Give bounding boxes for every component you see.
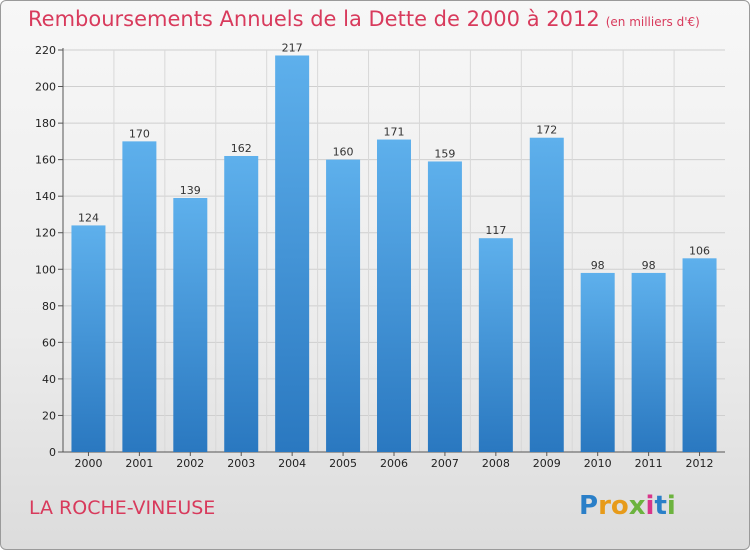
y-tick-label: 120	[35, 227, 56, 240]
y-tick-label: 20	[42, 409, 56, 422]
x-tick-label: 2012	[686, 457, 714, 470]
y-tick-label: 160	[35, 154, 56, 167]
labels: 0 20 40 60 80 100 120 140 160 180 200 220 2000 124 200…	[35, 41, 714, 470]
x-tick-label: 2004	[278, 457, 306, 470]
data-label: 162	[231, 142, 252, 155]
x-tick-label: 2006	[380, 457, 408, 470]
data-label: 172	[536, 124, 557, 137]
bar	[122, 141, 157, 452]
bars	[71, 55, 717, 453]
x-tick-label: 2010	[584, 457, 612, 470]
chart-title-text: Remboursements Annuels de la Dette de 20…	[28, 7, 600, 31]
x-tick-label: 2000	[74, 457, 102, 470]
data-label: 160	[333, 146, 354, 159]
proxiti-logo: Proxiti	[579, 491, 676, 521]
bar	[275, 55, 310, 453]
y-tick-label: 80	[42, 300, 56, 313]
data-label: 124	[78, 211, 99, 224]
data-label: 98	[591, 259, 605, 272]
bar	[631, 272, 666, 452]
x-tick-label: 2003	[227, 457, 255, 470]
y-tick-label: 0	[49, 446, 56, 459]
data-label: 170	[129, 127, 150, 140]
y-tick-label: 180	[35, 117, 56, 130]
bar	[326, 159, 361, 453]
y-tick-label: 140	[35, 190, 56, 203]
x-tick-label: 2001	[125, 457, 153, 470]
data-label: 171	[384, 126, 405, 139]
data-label: 117	[485, 224, 506, 237]
bar	[580, 272, 615, 452]
bar	[71, 225, 106, 452]
x-tick-label: 2009	[533, 457, 561, 470]
x-tick-label: 2008	[482, 457, 510, 470]
y-tick-label: 40	[42, 373, 56, 386]
data-label: 139	[180, 184, 201, 197]
data-label: 98	[642, 259, 656, 272]
x-tick-label: 2005	[329, 457, 357, 470]
x-tick-label: 2011	[635, 457, 663, 470]
y-tick-label: 60	[42, 336, 56, 349]
bar	[427, 161, 462, 453]
bar	[529, 137, 564, 452]
chart-title: Remboursements Annuels de la Dette de 20…	[28, 7, 700, 31]
x-tick-label: 2002	[176, 457, 204, 470]
data-label: 106	[689, 244, 710, 257]
bar	[224, 155, 259, 452]
bar	[478, 238, 513, 452]
y-tick-label: 200	[35, 81, 56, 94]
y-tick-label: 220	[35, 44, 56, 57]
y-tick-label: 100	[35, 263, 56, 276]
place-name: LA ROCHE-VINEUSE	[29, 497, 216, 519]
x-tick-label: 2007	[431, 457, 459, 470]
data-label: 217	[282, 41, 303, 54]
data-label: 159	[434, 147, 455, 160]
bar	[377, 139, 411, 452]
bar	[173, 198, 208, 452]
bar	[682, 258, 717, 452]
chart-unit: (en milliers d'€)	[605, 15, 700, 29]
